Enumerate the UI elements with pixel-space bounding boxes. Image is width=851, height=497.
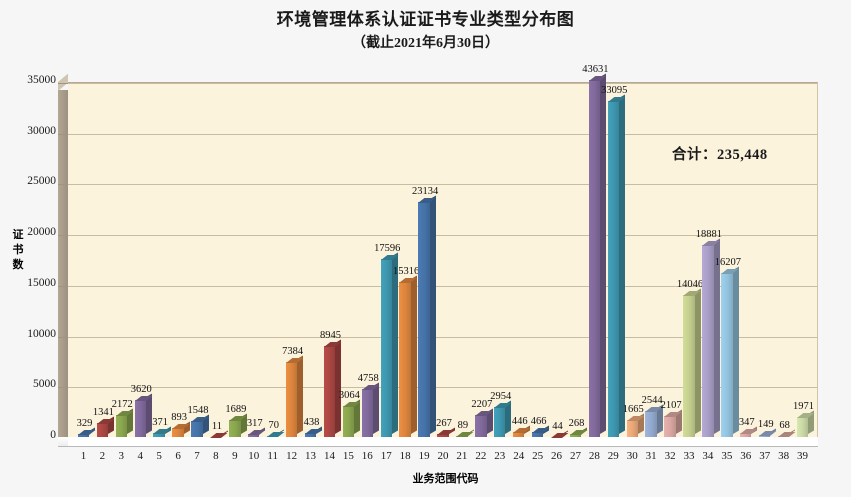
- page-title: 环境管理体系认证证书专业类型分布图: [276, 10, 575, 29]
- y-axis-tick-label: 10000: [27, 327, 56, 340]
- x-axis-tick-label: 7: [194, 450, 200, 462]
- gridline: [58, 235, 817, 237]
- x-axis-tick-label: 9: [232, 450, 238, 462]
- x-axis-tick-label: 24: [513, 450, 525, 462]
- x-axis-tick-label: 6: [175, 450, 181, 462]
- x-axis-tick-label: 2: [99, 450, 106, 462]
- x-axis-tick-label: 18: [399, 450, 411, 462]
- x-axis-tick-label: 1: [80, 450, 87, 462]
- x-axis-tick-label: 30: [626, 450, 638, 462]
- x-axis-tick-label: 38: [778, 450, 790, 462]
- title-block: 环境管理体系认证证书专业类型分布图 （截止2021年6月30日）: [0, 8, 851, 54]
- y-axis-tick-label: 30000: [27, 124, 56, 137]
- plot-floor-front: [68, 437, 818, 446]
- x-axis-tick-label: 10: [248, 450, 260, 462]
- x-axis-tick-label: 35: [721, 450, 733, 462]
- gridline-ledge: [58, 285, 68, 287]
- y-axis-tick-label: 5000: [33, 378, 56, 391]
- x-axis-tick-label: 20: [437, 450, 449, 462]
- gridline: [58, 387, 817, 389]
- x-axis-tick-label: 3: [118, 450, 125, 462]
- x-axis-tick-label: 8: [213, 450, 219, 462]
- gridline: [58, 184, 817, 186]
- x-axis-tick-label: 22: [475, 450, 487, 462]
- x-axis-tick-label: 17: [380, 450, 392, 462]
- plot-area: [58, 82, 818, 437]
- gridline-ledge: [58, 83, 68, 84]
- gridline: [58, 83, 817, 84]
- gridline-ledge: [58, 235, 68, 237]
- y-axis-title: 证书数: [10, 228, 26, 273]
- bar-value-label: 43631: [582, 64, 609, 75]
- x-axis-tick-label: 21: [456, 450, 468, 462]
- y-axis-tick-label: 25000: [27, 175, 56, 188]
- y-axis-title-text: 证书数: [12, 229, 24, 271]
- y-axis-tick-label: 15000: [27, 276, 56, 289]
- gridline: [58, 336, 817, 338]
- x-axis-tick-label: 26: [551, 450, 563, 462]
- x-axis-tick-label: 16: [361, 450, 373, 462]
- x-axis-tick-label: 31: [645, 450, 657, 462]
- x-axis-tick-label: 12: [286, 450, 298, 462]
- x-axis-tick-label: 4: [137, 450, 143, 462]
- bar-top: [588, 76, 607, 81]
- gridline: [58, 133, 817, 135]
- y-axis-tick-label: 20000: [27, 226, 56, 239]
- x-axis-tick-label: 14: [323, 450, 335, 462]
- x-axis-tick-label: 29: [607, 450, 619, 462]
- x-axis-tick-label: 32: [664, 450, 676, 462]
- x-axis-tick-label: 39: [797, 450, 809, 462]
- x-axis-tick-label: 27: [569, 450, 581, 462]
- x-axis-title: 业务范围代码: [412, 473, 479, 485]
- x-axis-tick-label: 13: [305, 450, 317, 462]
- x-axis-tick-label: 19: [418, 450, 430, 462]
- x-axis-tick-label: 33: [683, 450, 695, 462]
- x-axis-tick-label: 34: [702, 450, 714, 462]
- gridline-ledge: [58, 184, 68, 186]
- x-axis-tick-label: 5: [156, 450, 162, 462]
- y-axis-tick-label: 0: [50, 429, 56, 441]
- x-axis-tick-label: 11: [267, 450, 278, 462]
- total-annotation: 合计：235,448: [672, 147, 768, 163]
- gridline: [58, 285, 817, 287]
- y-axis-tick-label: 35000: [27, 74, 56, 86]
- gridline-ledge: [58, 133, 68, 135]
- x-axis-tick-label: 36: [740, 450, 752, 462]
- gridline-ledge: [58, 387, 68, 389]
- plot-side-wall: [58, 90, 68, 445]
- x-axis-tick-label: 25: [532, 450, 544, 462]
- x-axis-tick-label: 23: [494, 450, 506, 462]
- x-axis-tick-label: 28: [588, 450, 600, 462]
- x-axis-tick-label: 37: [759, 450, 771, 462]
- x-axis-tick-label: 15: [342, 450, 354, 462]
- chart-subtitle: （截止2021年6月30日）: [352, 36, 499, 51]
- gridline-ledge: [58, 336, 68, 338]
